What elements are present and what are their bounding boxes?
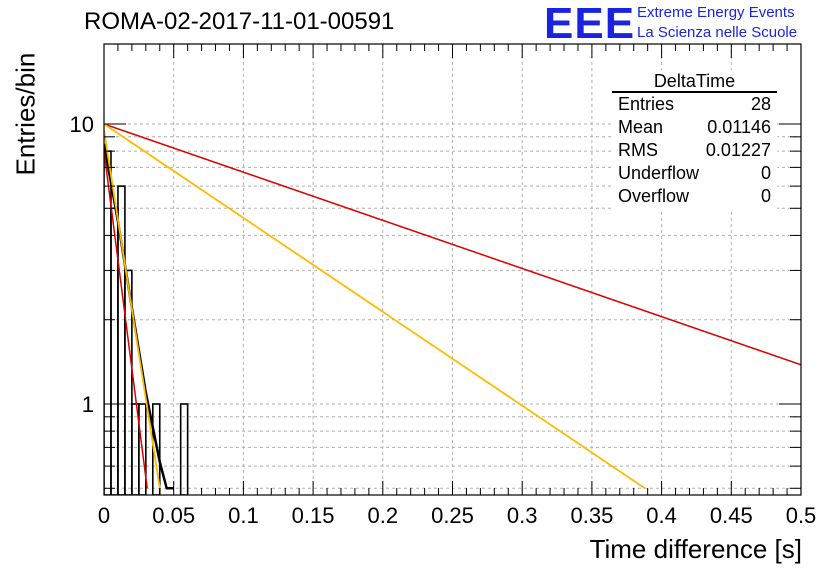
stats-value: 0 bbox=[761, 163, 771, 183]
x-tick-label: 0.35 bbox=[570, 503, 613, 528]
stats-value: 0.01227 bbox=[706, 140, 771, 160]
x-tick-label: 0.4 bbox=[646, 503, 677, 528]
plot-title: ROMA-02-2017-11-01-00591 bbox=[84, 8, 395, 35]
eee-tagline-1: Extreme Energy Events bbox=[637, 4, 795, 21]
x-tick-label: 0 bbox=[98, 503, 110, 528]
fit-line bbox=[104, 130, 161, 489]
x-tick-label: 0.25 bbox=[431, 503, 474, 528]
x-tick-label: 0.15 bbox=[292, 503, 335, 528]
fit-line bbox=[104, 123, 801, 366]
x-tick-label: 0.05 bbox=[152, 503, 195, 528]
stats-value: 28 bbox=[751, 94, 771, 114]
fit-line bbox=[104, 123, 646, 490]
stats-label: Overflow bbox=[618, 186, 690, 206]
x-tick-label: 0.5 bbox=[786, 503, 817, 528]
stats-label: Mean bbox=[618, 117, 663, 137]
x-tick-label: 0.2 bbox=[368, 503, 399, 528]
y-tick-label: 1 bbox=[82, 392, 94, 417]
stats-label: Entries bbox=[618, 94, 674, 114]
eee-logo: EEE bbox=[544, 0, 636, 48]
fit-line bbox=[104, 151, 148, 489]
x-tick-label: 0.3 bbox=[507, 503, 538, 528]
stats-value: 0.01146 bbox=[707, 117, 771, 137]
eee-tagline-2: La Scienza nelle Scuole bbox=[637, 24, 798, 41]
stats-label: Underflow bbox=[618, 163, 700, 183]
stats-label: RMS bbox=[618, 140, 658, 160]
histogram-bin bbox=[151, 403, 161, 495]
histogram-bin bbox=[179, 403, 189, 495]
x-axis-label: Time difference [s] bbox=[589, 534, 802, 564]
stats-box bbox=[612, 70, 777, 209]
y-tick-label: 10 bbox=[70, 112, 94, 137]
x-tick-label: 0.1 bbox=[228, 503, 259, 528]
x-tick-label: 0.45 bbox=[710, 503, 753, 528]
histogram-bin bbox=[138, 403, 147, 495]
stats-box-title: DeltaTime bbox=[654, 71, 735, 91]
stats-value: 0 bbox=[761, 186, 771, 206]
